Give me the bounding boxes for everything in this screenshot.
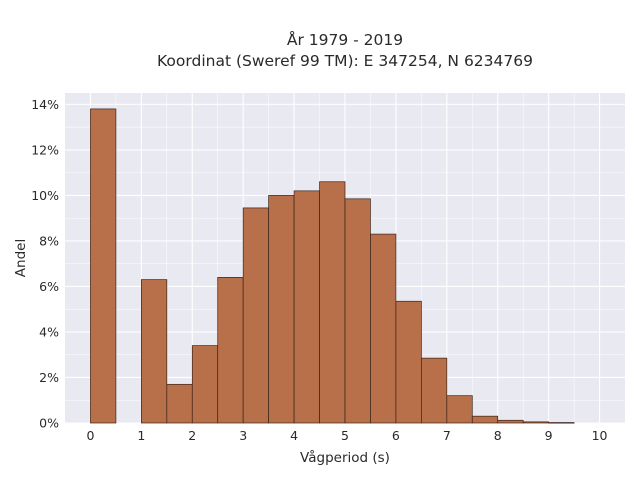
histogram-bar [522,421,549,424]
y-tick-labels: 0% 2% 4% 6% 8% 10% 12% 14% [31,97,59,431]
x-tick-label: 2 [188,428,196,443]
x-tick-label: 10 [592,428,608,443]
y-tick-label: 12% [31,142,59,157]
y-tick-label: 6% [39,279,59,294]
x-tick-label: 5 [341,428,349,443]
histogram-bar [421,357,448,424]
histogram-bar [395,300,422,424]
histogram-bar [446,395,473,424]
y-tick-label: 8% [39,233,59,248]
histogram-bar [90,108,117,424]
histogram-bar [268,195,295,424]
y-tick-label: 0% [39,416,59,431]
y-tick-label: 10% [31,188,59,203]
histogram-bar [344,198,371,424]
y-tick-label: 2% [39,370,59,385]
y-tick-label: 4% [39,324,59,339]
chart-title-line2: Koordinat (Sweref 99 TM): E 347254, N 62… [157,52,533,70]
histogram-bar [242,207,269,424]
histogram-bar [370,233,397,424]
histogram-bar [166,383,193,424]
chart-title-line1: År 1979 - 2019 [287,30,403,49]
x-tick-label: 3 [239,428,247,443]
x-tick-label: 6 [392,428,400,443]
x-tick-labels: 0 1 2 3 4 5 6 7 8 9 10 [86,428,607,443]
x-tick-label: 7 [443,428,451,443]
x-tick-label: 4 [290,428,298,443]
y-axis-label: Andel [13,239,29,277]
x-tick-label: 8 [494,428,502,443]
histogram-bar [191,345,219,424]
x-tick-label: 1 [137,428,145,443]
histogram-bar [548,422,575,424]
histogram-bar [471,415,499,424]
y-tick-label: 14% [31,97,59,112]
x-tick-label: 9 [545,428,553,443]
histogram-bar [497,419,524,424]
histogram-bar [217,276,244,424]
bars [90,108,575,424]
x-axis-label: Vågperiod (s) [300,449,390,466]
histogram-bar [319,181,346,424]
histogram-bar [141,279,168,424]
x-tick-label: 0 [86,428,94,443]
histogram-bar [293,190,320,424]
